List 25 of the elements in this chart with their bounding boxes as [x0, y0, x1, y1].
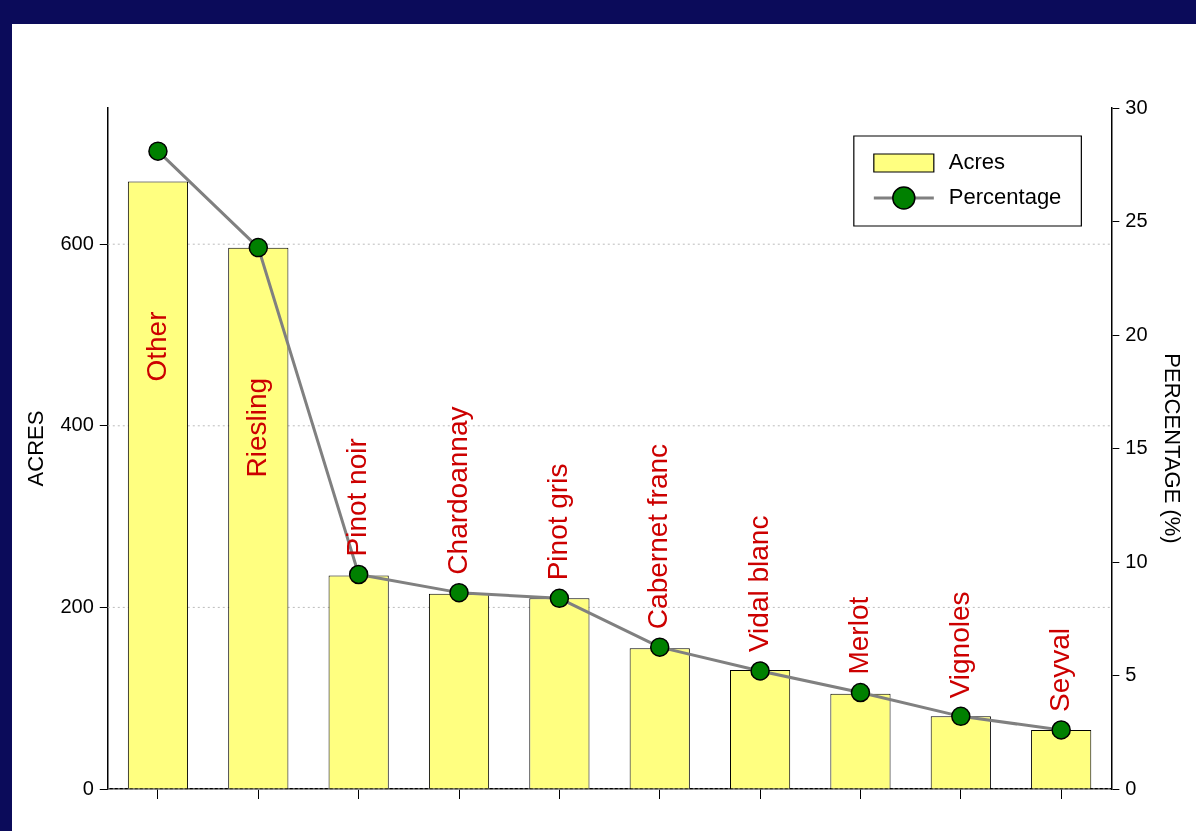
legend-label: Acres [948, 149, 1006, 175]
y2-tick-label: 15 [1125, 436, 1148, 459]
y2-tick-label: 5 [1125, 663, 1137, 686]
x-tick-label: Other [140, 311, 172, 382]
y-tick-label: 200 [60, 594, 94, 617]
y2-tick-label: 25 [1125, 209, 1148, 232]
x-tick-label: Vignoles [943, 591, 975, 699]
y-tick-label: 400 [60, 413, 94, 436]
y2-axis-title: PERCENTAGE (%) [1159, 353, 1185, 544]
x-tick-label: Chardoannay [441, 406, 473, 575]
y2-tick-label: 30 [1125, 95, 1148, 118]
y-axis-title: ACRES [23, 410, 49, 487]
y-tick-label: 600 [60, 231, 94, 254]
x-tick-label: Merlot [843, 596, 875, 675]
x-tick-label: Pinot gris [542, 463, 574, 581]
x-tick-label: Seyval [1043, 627, 1075, 712]
y2-tick-label: 0 [1125, 776, 1137, 799]
x-tick-label: Pinot noir [341, 438, 373, 557]
x-tick-label: Vidal blanc [742, 515, 774, 653]
y2-tick-label: 10 [1125, 549, 1148, 572]
x-tick-label: Cabernet franc [642, 443, 674, 630]
x-tick-label: Riesling [241, 377, 273, 478]
y2-tick-label: 20 [1125, 322, 1148, 345]
legend-label: Percentage [948, 184, 1062, 210]
y-tick-label: 0 [82, 776, 94, 799]
